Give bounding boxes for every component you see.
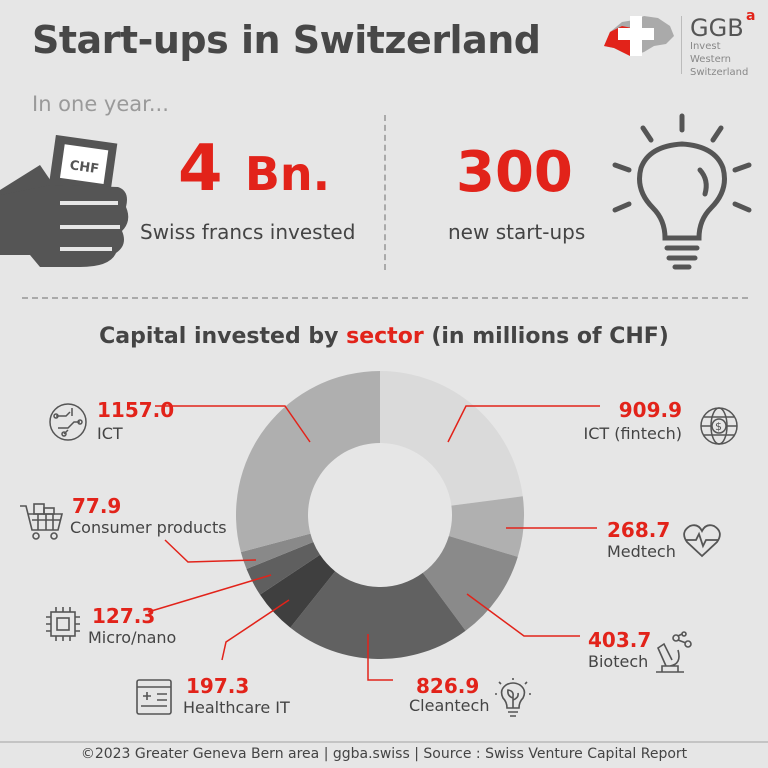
heart-pulse-icon (683, 524, 721, 558)
chart-title: Capital invested by sector (in millions … (0, 324, 768, 349)
stat-startups-label: new start-ups (448, 220, 586, 244)
value-micro: 127.3 (92, 604, 156, 628)
donut-slice-ict-fintech- (380, 371, 523, 506)
donut-slice-ict (235, 371, 380, 553)
page-title: Start-ups in Switzerland (32, 18, 541, 62)
label-healthcare: Healthcare IT (183, 698, 290, 717)
label-consumer: Consumer products (70, 518, 227, 537)
logo-superscript: a (746, 8, 756, 24)
page-subtitle: In one year... (32, 92, 169, 116)
leader-line-healthcare (221, 599, 290, 661)
value-biotech: 403.7 (588, 628, 652, 652)
value-fintech: 909.9 (618, 398, 682, 422)
logo-brand: GGB (690, 14, 744, 42)
svg-text:$: $ (715, 420, 722, 433)
label-ict: ICT (97, 424, 123, 443)
value-consumer: 77.9 (72, 494, 122, 518)
stat-amount-value: 4 (178, 132, 223, 206)
label-biotech: Biotech (588, 652, 649, 671)
label-medtech: Medtech (607, 542, 676, 561)
stat-amount-label: Swiss francs invested (140, 220, 356, 244)
fist-holding-chf-banknote-icon: CHF (0, 135, 129, 267)
stat-startups-value: 300 (456, 140, 573, 205)
chart-title-text: Capital invested by (99, 324, 347, 349)
vertical-divider (384, 115, 386, 270)
value-medtech: 268.7 (607, 518, 671, 542)
donut-slice-consumer-products (240, 533, 314, 569)
donut-slice-healthcare-it (260, 554, 336, 628)
eco-bulb-icon (495, 678, 531, 717)
donut-slice-micro-nano (246, 541, 321, 595)
footer-credits: ©2023 Greater Geneva Bern area | ggba.sw… (80, 746, 688, 762)
leader-line-ict (155, 405, 311, 443)
microchip-icon (46, 607, 80, 641)
donut-slice-cleantech (290, 571, 466, 660)
logo-tagline-line: Invest (690, 41, 721, 52)
chf-note-text: CHF (69, 158, 100, 177)
microscope-icon (656, 631, 692, 673)
label-micro: Micro/nano (88, 628, 177, 647)
label-fintech: ICT (fintech) (583, 424, 682, 443)
circuit-globe-icon (49, 403, 87, 441)
label-cleantech: Cleantech (409, 696, 490, 715)
stat-amount: 4 Bn. (178, 132, 330, 206)
donut-slice-medtech (448, 496, 524, 557)
globe-dollar-icon: $ (700, 407, 738, 445)
logo-tagline-line: Western (690, 54, 732, 65)
leader-line-cleantech (367, 634, 393, 681)
horizontal-divider (22, 297, 748, 299)
swiss-map-logo-icon (604, 16, 674, 56)
medical-browser-icon (136, 679, 172, 715)
leader-line-biotech (466, 593, 580, 637)
leader-line-consumer (164, 539, 257, 563)
value-healthcare: 197.3 (186, 674, 250, 698)
footer-divider (0, 741, 768, 743)
logo-tagline: Invest Western Switzerland (690, 40, 760, 79)
logo-tagline-line: Switzerland (690, 67, 749, 78)
lightbulb-icon (612, 113, 752, 270)
shopping-cart-icon (20, 503, 64, 540)
value-ict: 1157.0 (97, 398, 175, 422)
logo-divider (681, 16, 682, 74)
donut-slice-biotech (422, 535, 518, 631)
value-cleantech: 826.9 (416, 674, 480, 698)
leader-line-micro (147, 574, 272, 613)
leader-lines (147, 405, 600, 681)
chart-title-highlight: sector (346, 324, 424, 349)
leader-line-fintech (447, 405, 600, 443)
stat-amount-unit: Bn. (244, 147, 331, 201)
chart-title-text: (in millions of CHF) (423, 324, 669, 349)
